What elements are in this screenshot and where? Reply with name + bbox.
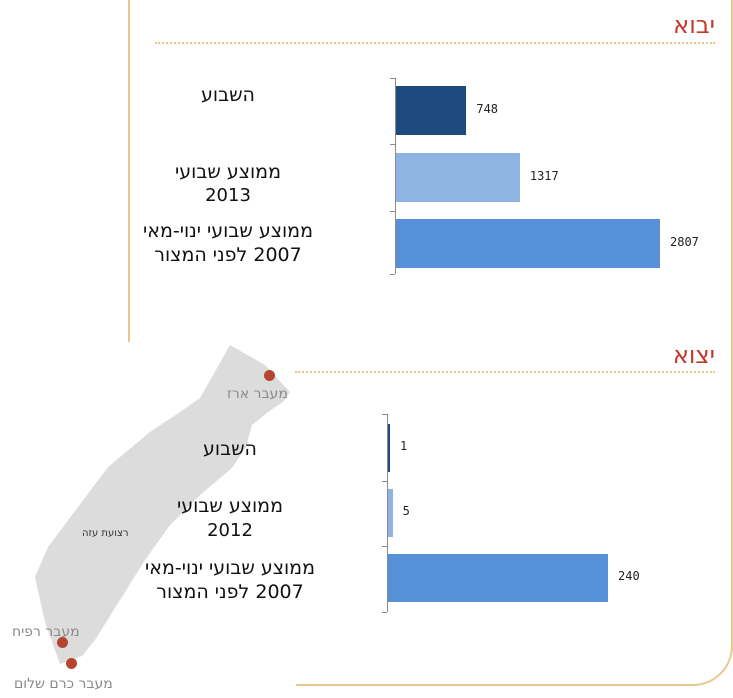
axis-tick — [382, 414, 387, 415]
category-label-2-line-1: 2007 לפני המצור — [154, 244, 302, 266]
rafah-crossing-marker — [57, 637, 68, 648]
axis-tick — [382, 481, 387, 482]
value-label-1: 1317 — [529, 168, 559, 183]
category-label-1-line-1: 2012 — [207, 520, 253, 541]
axis-tick — [390, 274, 395, 275]
axis-tick — [382, 546, 387, 547]
category-label-0-line-0: השבוע — [201, 84, 255, 106]
bar-0 — [396, 86, 467, 135]
frame-line-left — [128, 0, 130, 342]
gaza-strip-shape — [35, 345, 290, 664]
value-label-0: 1 — [400, 439, 408, 453]
category-label-1-line-0: ממוצע שבועי — [177, 495, 283, 517]
rafah-crossing-label: מעבר רפיח — [12, 624, 80, 640]
category-label-2-line-0: ממוצע שבועי ינוי-מאי — [145, 557, 315, 579]
bar-1 — [388, 489, 393, 537]
import-title: יבוא — [673, 11, 715, 39]
bar-1 — [396, 153, 520, 202]
category-label-2-line-0: ממוצע שבועי ינוי-מאי — [143, 220, 313, 242]
axis-tick — [382, 612, 387, 613]
axis-tick — [390, 78, 395, 79]
axis-tick — [390, 211, 395, 212]
erez-crossing-label: מעבר ארז — [227, 386, 288, 402]
export-title: יצוא — [672, 341, 715, 369]
axis-tick — [390, 144, 395, 145]
value-label-0: 748 — [476, 101, 499, 116]
import-title-divider — [155, 42, 715, 44]
frame-line-right — [731, 0, 733, 650]
y-axis-line — [387, 414, 388, 612]
category-label-2-line-1: 2007 לפני המצור — [156, 581, 304, 603]
frame-line-bottom — [296, 684, 691, 686]
kerem-shalom-crossing-label: מעבר כרם שלום — [14, 676, 113, 692]
bar-2 — [388, 554, 608, 602]
value-label-2: 2807 — [670, 234, 699, 249]
category-label-1-line-1: 2013 — [205, 185, 251, 206]
bar-0 — [388, 424, 390, 472]
category-label-1-line-0: ממוצע שבועי — [175, 161, 281, 183]
value-label-1: 5 — [402, 504, 410, 518]
export-title-divider — [295, 371, 715, 373]
erez-crossing-marker — [264, 370, 275, 381]
category-label-0-line-0: השבוע — [203, 438, 257, 460]
bar-2 — [396, 219, 660, 268]
y-axis-line — [395, 78, 396, 274]
gaza-strip-label: רצועת עזה — [82, 528, 129, 539]
kerem-shalom-crossing-marker — [66, 658, 77, 669]
value-label-2: 240 — [618, 569, 640, 583]
